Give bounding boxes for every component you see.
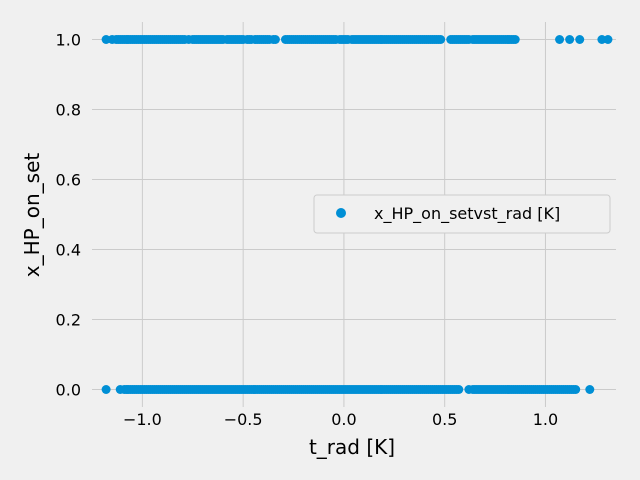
data-point <box>603 35 613 44</box>
data-point <box>555 35 565 44</box>
legend-box <box>313 194 611 234</box>
data-point <box>565 35 575 44</box>
x-axis-label: t_rad [K] <box>309 435 395 459</box>
y-tick-label: 0.8 <box>56 101 81 120</box>
y-axis-label: x_HP_on_set <box>20 153 44 278</box>
data-point <box>510 35 520 44</box>
data-point <box>585 385 595 394</box>
y-tick-labels: 0.0 0.2 0.4 0.6 0.8 1.0 <box>56 31 81 400</box>
y-tick-label: 0.0 <box>56 381 81 400</box>
y-tick-label: 1.0 <box>56 31 81 50</box>
data-point <box>575 35 585 44</box>
x-tick-labels: −1.0 −0.5 0.0 0.5 1.0 <box>123 410 558 429</box>
legend: x_HP_on_setvst_rad [K] <box>313 194 611 234</box>
y-tick-label: 0.2 <box>56 311 81 330</box>
x-tick-label: −0.5 <box>224 410 263 429</box>
data-point <box>454 385 464 394</box>
data-point <box>101 385 111 394</box>
x-tick-label: 0.5 <box>432 410 457 429</box>
y-tick-label: 0.6 <box>56 171 81 190</box>
data-point <box>436 35 446 44</box>
legend-marker <box>336 208 346 218</box>
data-points <box>101 35 613 394</box>
x-tick-label: 1.0 <box>533 410 558 429</box>
data-point <box>571 385 581 394</box>
x-tick-label: 0.0 <box>331 410 356 429</box>
legend-label: x_HP_on_setvst_rad [K] <box>374 204 560 224</box>
y-tick-label: 0.4 <box>56 241 81 260</box>
x-tick-label: −1.0 <box>123 410 162 429</box>
data-point <box>270 35 280 44</box>
